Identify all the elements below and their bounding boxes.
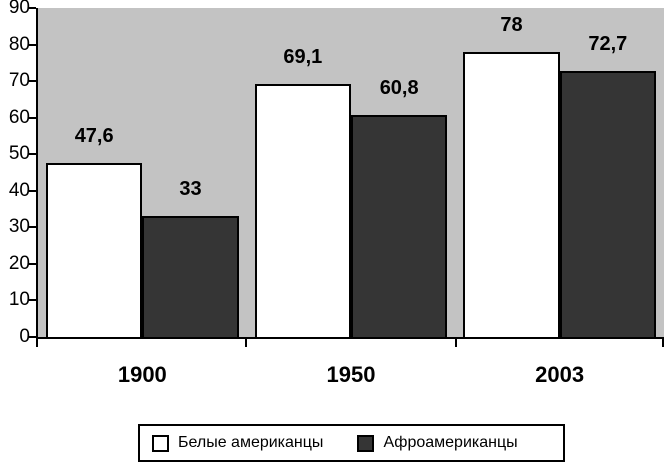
y-axis-tick-label: 60 [8, 106, 30, 128]
bar-white-americans-2003 [463, 51, 560, 339]
bar-african-americans-1950 [351, 114, 448, 339]
y-axis-tick [29, 43, 36, 46]
y-axis-tick-label: 90 [8, 0, 30, 18]
y-axis-tick-label: 10 [8, 289, 30, 311]
y-axis-tick-label: 20 [8, 252, 30, 274]
y-axis [36, 8, 38, 339]
y-axis-tick-label: 30 [8, 216, 30, 238]
x-axis-category-label: 2003 [535, 362, 585, 387]
y-axis-tick [29, 80, 36, 83]
bar-value-label: 78 [500, 13, 523, 36]
x-axis-tick [245, 339, 248, 347]
bar-value-label: 69,1 [283, 46, 323, 69]
y-axis-tick-label: 80 [8, 33, 30, 55]
bar-african-americans-2003 [559, 71, 656, 339]
bar-white-americans-1900 [46, 162, 143, 339]
legend: Белые американцы Афроамериканцы [138, 424, 565, 462]
y-axis-tick-label: 0 [19, 326, 30, 347]
y-axis-tick [29, 153, 36, 156]
y-axis-tick [29, 189, 36, 192]
x-axis-tick [36, 339, 38, 347]
y-axis-tick [29, 7, 36, 9]
y-axis-tick [29, 299, 36, 302]
bar-value-label: 33 [179, 178, 202, 201]
legend-item-label: Белые американцы [178, 434, 324, 451]
bar-white-americans-1950 [254, 84, 351, 339]
bar-value-label: 72,7 [588, 33, 628, 56]
x-axis-tick [454, 339, 457, 347]
y-axis-tick-label: 40 [8, 179, 30, 201]
y-axis-tick [29, 116, 36, 119]
bar-value-label: 60,8 [379, 76, 419, 99]
y-axis-tick-label: 50 [8, 143, 30, 165]
y-axis-tick-label: 70 [8, 70, 30, 92]
legend-swatch-african-americans [357, 434, 375, 452]
x-axis-tick [662, 339, 664, 347]
y-axis-tick [29, 262, 36, 265]
legend-item-white-americans: Белые американцы [152, 434, 323, 452]
bar-african-americans-1900 [142, 216, 239, 339]
y-axis-tick [29, 336, 36, 338]
bar-value-label: 47,6 [74, 124, 114, 147]
x-axis-category-label: 1900 [117, 362, 167, 387]
y-axis-tick [29, 226, 36, 229]
legend-item-label: Афроамериканцы [383, 434, 518, 451]
legend-item-african-americans: Афроамериканцы [357, 434, 518, 452]
legend-swatch-white-americans [152, 434, 169, 452]
x-axis-category-label: 1950 [326, 362, 376, 387]
